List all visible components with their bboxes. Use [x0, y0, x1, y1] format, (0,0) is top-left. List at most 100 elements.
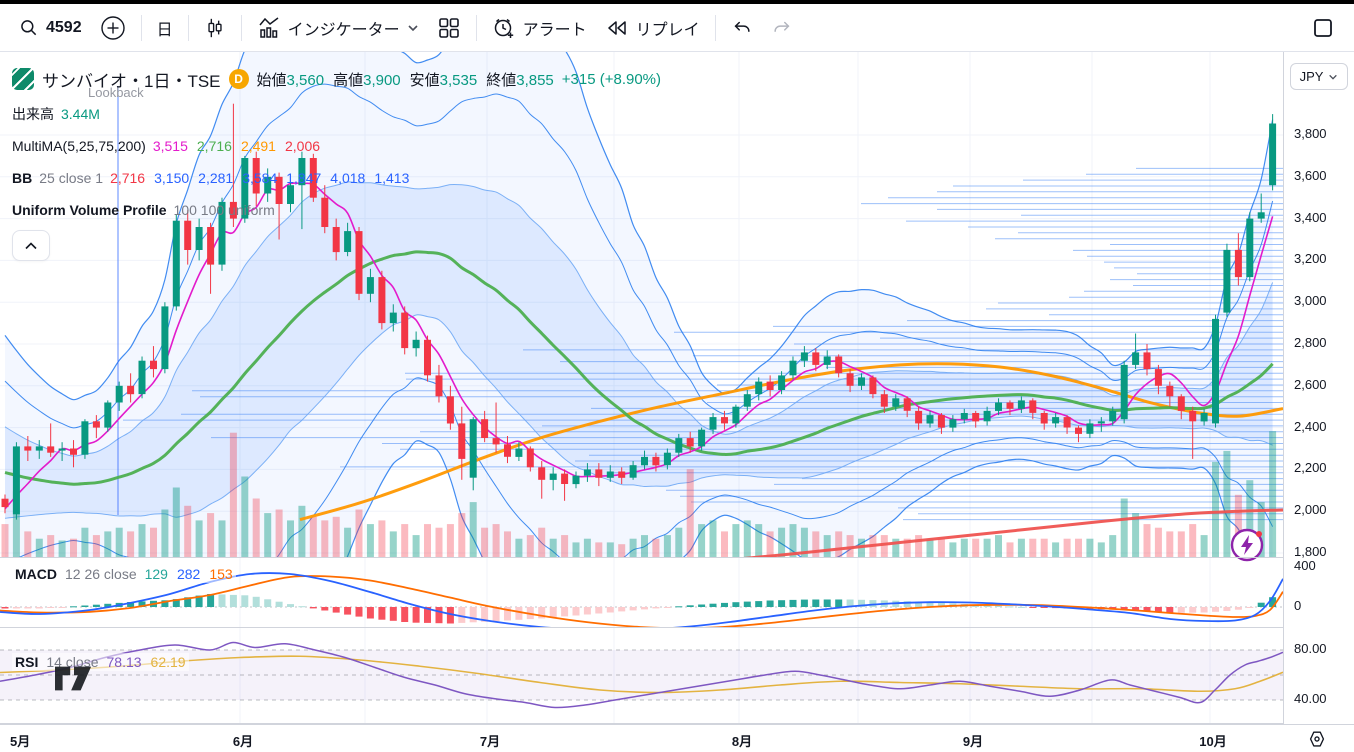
bb-legend-row[interactable]: BB 25 close 1 2,716 3,150 2,281 3,584 1,847 4… [12, 167, 661, 188]
multima-values: 3,515 2,716 2,491 2,006 [153, 138, 320, 154]
replay-rewind-icon [605, 16, 629, 40]
rsi-legend-row[interactable]: RSI 14 close 78.13 62.19 [12, 653, 189, 671]
month-label: 8月 [731, 734, 753, 749]
toolbar-separator [187, 14, 189, 41]
toolbar-separator [140, 14, 142, 41]
plus-circle-icon [100, 15, 126, 41]
symbol-legend-row[interactable]: サンバイオ・1日・TSE D 始値3,560 高値3,900 安値3,535 終値3,… [12, 66, 661, 92]
legend-panel: サンバイオ・1日・TSE D 始値3,560 高値3,900 安値3,535 終値3,… [12, 66, 661, 261]
redo-icon [771, 17, 793, 39]
collapse-legend-button[interactable] [12, 230, 50, 261]
gear-icon[interactable] [1306, 728, 1328, 752]
legend-value: 129 [144, 566, 168, 582]
layout-grid-button[interactable] [428, 10, 470, 46]
chevron-down-icon [407, 22, 419, 34]
legend-value: 3,515 [152, 137, 188, 154]
currency-label: JPY [1299, 69, 1324, 84]
chart-area: Lookback サンバイオ・1日・TSE D 始値3,560 高値3,900 安値… [0, 52, 1354, 752]
macd-values: 129 282 153 [145, 566, 233, 582]
multima-legend-row[interactable]: MultiMA(5,25,75,200) 3,515 2,716 2,491 2,00… [12, 135, 661, 156]
legend-value: 2,006 [284, 137, 321, 154]
change-value: +315 (+8.90%) [561, 70, 662, 88]
redo-button[interactable] [762, 11, 802, 45]
symbol-title: サンバイオ・1日・TSE [42, 71, 221, 91]
grid-layout-icon [437, 16, 461, 40]
interval-button[interactable]: 日 [148, 10, 182, 46]
compare-add-button[interactable] [91, 9, 135, 47]
indicators-icon [257, 16, 281, 40]
price-tick: 2,200 [1294, 460, 1327, 476]
month-label: 7月 [479, 734, 501, 749]
legend-value: 2,491 [240, 137, 276, 154]
tradingview-logo[interactable] [55, 666, 93, 697]
month-label: 5月 [10, 734, 31, 749]
rsi-tick: 40.00 [1294, 691, 1327, 706]
undo-icon [731, 17, 753, 39]
legend-value: 1,413 [374, 169, 410, 186]
macd-tick: 400 [1294, 558, 1316, 573]
currency-selector[interactable]: JPY [1290, 63, 1348, 90]
toolbar-separator [475, 14, 477, 41]
chevron-up-icon [25, 241, 37, 249]
symbol-logo [12, 68, 34, 90]
legend-value: 3,150 [154, 169, 190, 186]
price-tick: 2,000 [1294, 502, 1327, 518]
legend-value: 4,018 [330, 169, 366, 186]
macd-params: 12 26 close [65, 566, 137, 582]
rsi-params: 14 close [46, 654, 99, 670]
replay-button[interactable]: リプレイ [596, 10, 709, 46]
month-label: 6月 [232, 734, 254, 749]
rsi-tick: 80.00 [1294, 641, 1327, 656]
interval-label: 日 [156, 21, 173, 39]
price-tick: 2,400 [1294, 418, 1327, 434]
top-toolbar: 4592 日 インジケーター [0, 4, 1354, 52]
uvp-name: Uniform Volume Profile [12, 201, 167, 218]
legend-value: 2,716 [110, 169, 146, 186]
flash-promo-icon[interactable] [1228, 526, 1266, 569]
legend-value: 2,716 [196, 137, 232, 154]
lookback-label: Lookback [88, 85, 144, 100]
indicators-button[interactable]: インジケーター [248, 10, 428, 46]
price-tick: 2,800 [1294, 335, 1327, 350]
pane-separator[interactable] [0, 557, 1354, 558]
chevron-down-icon [1329, 74, 1338, 80]
window-square-icon [1311, 16, 1335, 40]
price-tick: 2,600 [1294, 376, 1327, 392]
toolbar-separator [714, 14, 716, 41]
undo-button[interactable] [722, 11, 762, 45]
indicators-label: インジケーター [287, 21, 400, 39]
bb-values: 2,716 3,150 2,281 3,584 1,847 4,018 1,413 [110, 170, 409, 186]
candlestick-icon [204, 17, 226, 39]
pane-separator [0, 723, 1354, 724]
month-label: 10月 [1199, 734, 1227, 749]
macd-legend-row[interactable]: MACD 12 26 close 129 282 153 [12, 565, 236, 583]
alert-clock-icon [492, 16, 516, 40]
macd-tick: 0 [1294, 598, 1302, 613]
search-icon [19, 18, 39, 38]
price-axis[interactable]: JPY 3,800 3,600 3,400 3,200 3,000 2,800 2,600 2… [1283, 52, 1354, 724]
ohlc-pair: 高値3,900 [333, 71, 401, 89]
ohlc-values: 始値3,560 高値3,900 安値3,535 終値3,855 [257, 69, 554, 90]
uvp-params: 100 100 uniform [173, 201, 275, 218]
time-axis[interactable]: 5月 6月 7月 8月 9月 10月 [0, 724, 1354, 752]
window-top-edge [0, 0, 1354, 4]
volume-label: 出来高 [12, 105, 54, 122]
price-tick: 3,600 [1294, 167, 1327, 183]
pane-separator[interactable] [0, 627, 1354, 628]
chart-canvas[interactable] [0, 52, 1283, 724]
alert-button[interactable]: アラート [483, 10, 596, 46]
volume-profile-legend-row[interactable]: Uniform Volume Profile 100 100 uniform [12, 199, 661, 220]
chart-type-button[interactable] [195, 11, 235, 45]
month-label: 9月 [962, 734, 984, 749]
price-tick: 3,200 [1294, 251, 1327, 267]
symbol-search-button[interactable]: 4592 [10, 12, 91, 44]
legend-value: 3,584 [242, 169, 278, 186]
volume-value: 3.44M [61, 105, 100, 122]
replay-label: リプレイ [635, 21, 700, 39]
ohlc-pair: 終値3,855 [486, 71, 554, 89]
alert-label: アラート [522, 21, 587, 39]
volume-legend-row[interactable]: 出来高 3.44M [12, 103, 661, 124]
ohlc-pair: 安値3,535 [409, 71, 478, 89]
fullscreen-button[interactable] [1302, 10, 1344, 46]
